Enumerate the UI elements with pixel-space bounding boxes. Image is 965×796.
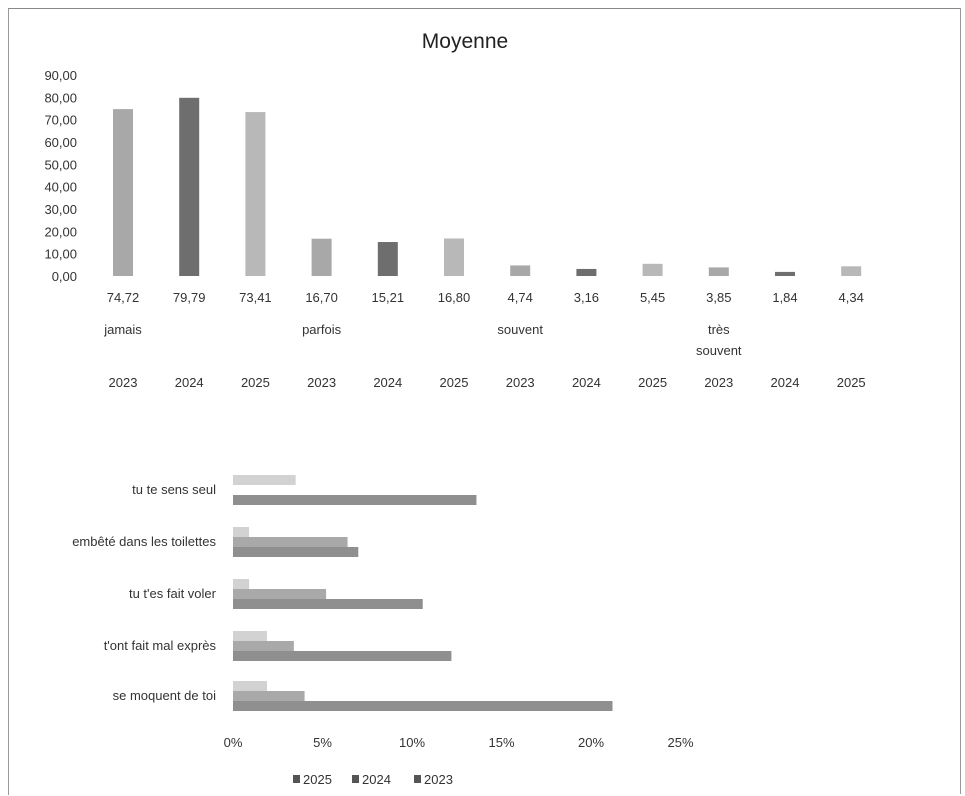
- hbar-2023: [233, 651, 452, 661]
- year-label: 2025: [837, 375, 866, 390]
- legend-swatch-2025: [293, 775, 300, 783]
- group-label: très souvent: [696, 322, 742, 358]
- category-label: tu te sens seul: [132, 482, 216, 497]
- hbar-2025: [233, 475, 296, 485]
- chart-title: Moyenne: [422, 30, 508, 53]
- horizontal-bars: [233, 475, 613, 711]
- hbar-2023: [233, 495, 477, 505]
- hbar-2023: [233, 701, 613, 711]
- x-axis-ticks: 0% 5% 10% 15% 20% 25%: [224, 735, 694, 750]
- data-label: 16,70: [305, 290, 338, 305]
- chart-frame-edge: [960, 8, 961, 794]
- y-tick-label: 0,00: [52, 269, 77, 284]
- year-label: 2025: [241, 375, 270, 390]
- group-labels: jamais parfois souvent très souvent: [103, 322, 742, 358]
- bar-11: [775, 271, 795, 276]
- vertical-bars: [113, 97, 862, 277]
- bar-3: [245, 112, 266, 277]
- x-tick-label: 0%: [224, 735, 243, 750]
- hbar-2023: [233, 599, 423, 609]
- hbar-2023: [233, 547, 359, 557]
- data-label: 3,16: [574, 290, 599, 305]
- x-tick-label: 25%: [667, 735, 693, 750]
- data-label: 79,79: [173, 290, 206, 305]
- y-tick-label: 10,00: [44, 247, 77, 262]
- hbar-2024: [233, 537, 348, 547]
- year-label: 2024: [373, 375, 402, 390]
- hbar-2025: [233, 631, 268, 641]
- year-labels: 2023 2024 2025 2023 2024 2025 2023 2024 2025 2023…: [109, 375, 866, 390]
- x-tick-label: 20%: [578, 735, 604, 750]
- year-label: 2023: [506, 375, 535, 390]
- group-label: jamais: [103, 322, 142, 337]
- year-label: 2025: [440, 375, 469, 390]
- bar-6: [444, 238, 464, 276]
- x-tick-label: 5%: [313, 735, 332, 750]
- year-label: 2024: [572, 375, 601, 390]
- y-tick-label: 30,00: [44, 202, 77, 217]
- horizontal-category-labels: tu te sens seul embêté dans les toilettes…: [72, 482, 216, 703]
- group-label: souvent: [497, 322, 543, 337]
- data-label: 74,72: [107, 290, 140, 305]
- category-label: tu t'es fait voler: [129, 586, 217, 601]
- x-tick-label: 10%: [399, 735, 425, 750]
- bar-10: [708, 267, 729, 276]
- legend-label: 2023: [424, 772, 453, 787]
- year-label: 2024: [771, 375, 800, 390]
- data-label: 16,80: [438, 290, 471, 305]
- year-label: 2025: [638, 375, 667, 390]
- category-label: embêté dans les toilettes: [72, 534, 216, 549]
- bar-5: [377, 242, 398, 276]
- bar-9: [642, 263, 663, 276]
- bar-2: [179, 97, 200, 276]
- hbar-2025: [233, 579, 250, 589]
- data-label: 5,45: [640, 290, 665, 305]
- year-label: 2024: [175, 375, 204, 390]
- bar-7: [510, 265, 531, 276]
- legend-label: 2025: [303, 772, 332, 787]
- y-tick-label: 90,00: [44, 68, 77, 83]
- hbar-2025: [233, 527, 250, 537]
- category-label: se moquent de toi: [113, 688, 216, 703]
- data-labels: 74,72 79,79 73,41 16,70 15,21 16,80 4,74 3,16 5,…: [107, 290, 864, 305]
- legend-label: 2024: [362, 772, 391, 787]
- bar-4: [311, 238, 332, 276]
- data-label: 73,41: [239, 290, 272, 305]
- hbar-2024: [233, 691, 305, 701]
- y-tick-label: 80,00: [44, 90, 77, 105]
- data-label: 4,74: [508, 290, 533, 305]
- category-label: t'ont fait mal exprès: [104, 638, 217, 653]
- bar-1: [113, 109, 133, 276]
- y-tick-label: 50,00: [44, 157, 77, 172]
- data-label: 15,21: [372, 290, 405, 305]
- y-axis-ticks: 90,00 80,00 70,00 60,00 50,00 40,00 30,00 20,00…: [44, 68, 77, 284]
- y-tick-label: 40,00: [44, 180, 77, 195]
- group-label: parfois: [302, 322, 342, 337]
- data-label: 3,85: [706, 290, 731, 305]
- legend-swatch-2024: [352, 775, 359, 783]
- hbar-2024: [233, 589, 327, 599]
- data-label: 4,34: [839, 290, 864, 305]
- y-tick-label: 70,00: [44, 113, 77, 128]
- y-tick-label: 20,00: [44, 224, 77, 239]
- data-label: 1,84: [772, 290, 797, 305]
- legend: 2025 2024 2023: [293, 772, 453, 787]
- y-tick-label: 60,00: [44, 135, 77, 150]
- bar-12: [841, 266, 862, 276]
- chart-frame: [8, 8, 961, 795]
- legend-swatch-2023: [414, 775, 421, 783]
- hbar-2025: [233, 681, 268, 691]
- hbar-2024: [233, 641, 294, 651]
- x-tick-label: 15%: [488, 735, 514, 750]
- year-label: 2023: [704, 375, 733, 390]
- year-label: 2023: [307, 375, 336, 390]
- bar-8: [576, 268, 597, 276]
- year-label: 2023: [109, 375, 138, 390]
